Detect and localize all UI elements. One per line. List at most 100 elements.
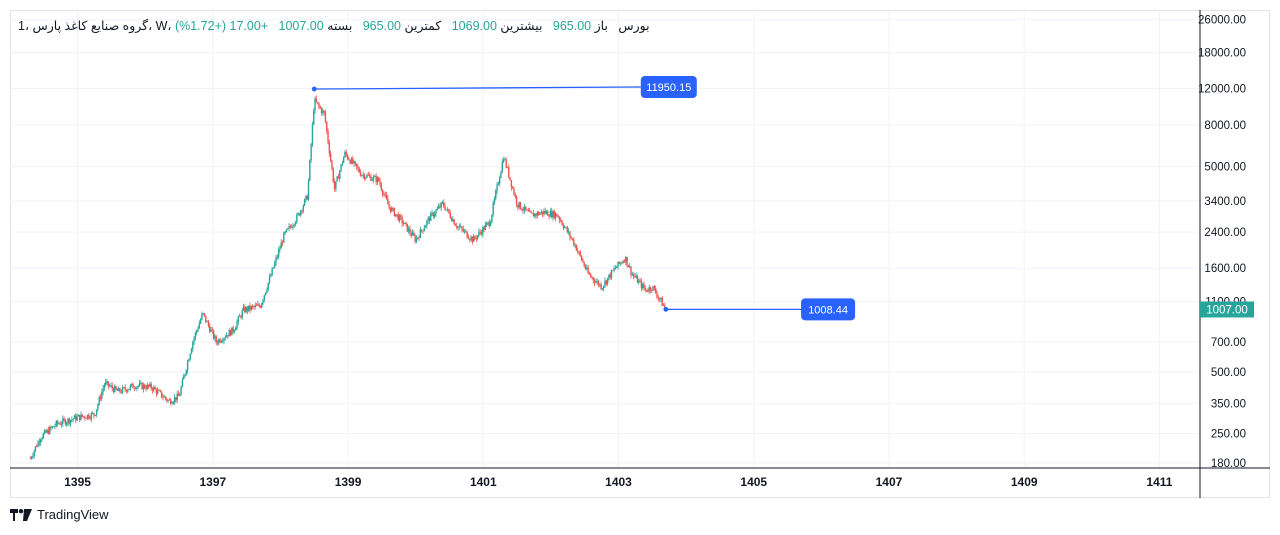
candle-body [365,177,367,179]
candle-body [129,385,132,389]
candle-body [157,390,159,394]
candle-body [510,180,513,188]
candle-body [348,158,350,161]
candle-body [101,392,103,399]
candle-body [500,171,502,178]
footer-brand[interactable]: TradingView [10,507,109,522]
candle-body [567,231,570,233]
candle-body [41,438,43,440]
candle-body [311,124,314,145]
candle-body [331,160,333,169]
candle-body [466,231,468,238]
candle-body [638,280,640,283]
candle-body [341,163,344,165]
candle-body [275,257,277,263]
candle-body [30,457,33,459]
candle-body [653,286,656,289]
candle-body [361,175,363,177]
chart-frame[interactable] [10,10,1270,498]
x-tick-label: 1399 [335,475,362,489]
candle-body [183,376,185,380]
candle-body [358,168,360,173]
candle-body [383,194,385,196]
candle-body [236,321,238,328]
change-percent: (+1.72%) [174,19,227,33]
symbol-exchange: بورس [618,19,650,33]
change-value: +17.00 [229,19,269,33]
candle-body [580,255,583,261]
candle-body [530,211,532,213]
candle-body [160,391,163,398]
candle-body [38,441,41,443]
candle-body [554,213,557,219]
candle-body [214,336,216,339]
candle-body [158,390,160,392]
candle-body [322,110,324,114]
candle-body [462,228,464,232]
candle-body [170,399,172,404]
y-axis[interactable]: 26000.00 18000.00 12000.00 8000.00 5000.00 34… [1198,10,1254,498]
candle-body [268,276,271,283]
candle-body [75,415,77,421]
candle-body [151,388,154,391]
candle-body [467,237,470,239]
y-tick-label: 8000.00 [1204,120,1246,132]
candle-body [127,389,129,392]
open-value: 965.00 [552,19,592,33]
candle-body [393,208,396,216]
candle-body [575,244,578,251]
y-tick-label: 12000.00 [1198,84,1246,96]
candle-body [444,206,446,211]
candle-body [98,397,100,405]
candle-body [618,261,621,264]
candle-body [179,394,181,397]
candle-body [319,106,321,109]
candle-body [513,188,515,195]
candle-body [345,151,347,156]
candle-body [181,379,184,388]
candle-body [475,238,477,239]
candle-body [616,266,618,269]
candle-body [125,389,128,392]
candle-body [349,160,351,164]
candle-body [222,340,224,342]
candle-body [401,217,403,224]
candle-body [368,175,371,177]
candle-body [458,226,461,228]
x-axis[interactable]: 1395 1397 1399 1401 1403 1405 1407 1409 1411 [10,467,1270,489]
symbol-interval: 1 [18,19,25,33]
candle-body [163,396,165,398]
candle-body [436,208,438,211]
candle-body [648,287,650,292]
candle-body [413,232,415,236]
candle-body [285,229,288,233]
candle-body [238,316,241,317]
candle-body [629,266,631,268]
candle-body [51,426,54,428]
candle-body [272,267,275,269]
candle-body [294,222,297,225]
candle-body [531,212,533,214]
candle-body [647,291,649,293]
candle-body [601,288,604,290]
candle-body [619,262,622,264]
candle-body [166,398,168,401]
annotation-label: 11950.15 [646,82,691,94]
candle-body [43,430,46,434]
candle-body [94,415,96,416]
last-price-label: 1007.00 [1206,304,1248,316]
candle-body [435,210,437,215]
candle-body [97,404,99,410]
candle-body [417,237,419,239]
candle-body [242,306,245,311]
candle-body [588,273,591,275]
candle-body [483,227,485,230]
candle-body [120,391,123,393]
candle-body [287,228,289,230]
y-tick-label: 26000.00 [1198,15,1246,27]
candle-body [453,219,455,225]
low-value: 965.00 [362,19,401,33]
candle-body [428,217,431,221]
candle-body [487,222,489,224]
